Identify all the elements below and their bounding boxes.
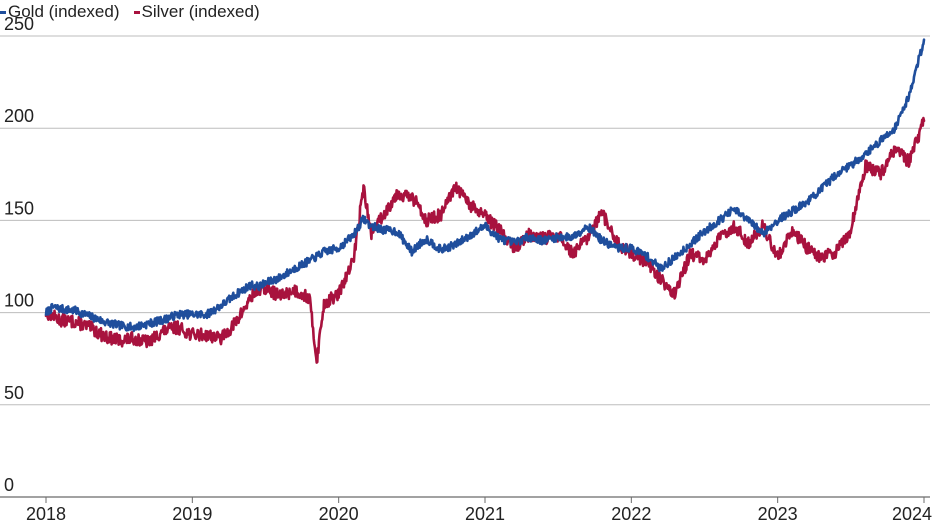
x-tick-label: 2022	[611, 504, 651, 524]
series-group	[44, 38, 926, 364]
gridlines	[0, 35, 930, 498]
legend-label-silver: Silver (indexed)	[141, 2, 260, 21]
x-axis-ticks: 2018 2019 2020 2021 2022 2023 2024	[26, 497, 932, 524]
series-line-gold	[44, 38, 926, 333]
x-tick-label: 2018	[26, 504, 66, 524]
y-tick-label: 100	[4, 291, 34, 311]
legend-item-silver: Silver (indexed)	[133, 2, 260, 22]
x-tick-label: 2020	[319, 504, 359, 524]
series-line-silver	[44, 116, 926, 364]
legend-swatch-gold	[0, 10, 6, 14]
legend-item-gold: Gold (indexed)	[0, 2, 120, 22]
x-tick-label: 2024	[892, 504, 932, 524]
y-tick-label: 150	[4, 198, 34, 218]
x-tick-label: 2019	[172, 504, 212, 524]
x-tick-label: 2021	[465, 504, 505, 524]
legend-label-gold: Gold (indexed)	[8, 2, 120, 21]
y-tick-label: 250	[4, 14, 34, 34]
legend-swatch-silver	[133, 10, 140, 14]
y-tick-label: 50	[4, 383, 24, 403]
chart-legend: Gold (indexed) Silver (indexed)	[0, 2, 260, 22]
y-axis-ticks: 0 50 100 150 200 250	[4, 14, 34, 495]
y-tick-label: 0	[4, 475, 14, 495]
x-tick-label: 2023	[758, 504, 798, 524]
y-tick-label: 200	[4, 106, 34, 126]
